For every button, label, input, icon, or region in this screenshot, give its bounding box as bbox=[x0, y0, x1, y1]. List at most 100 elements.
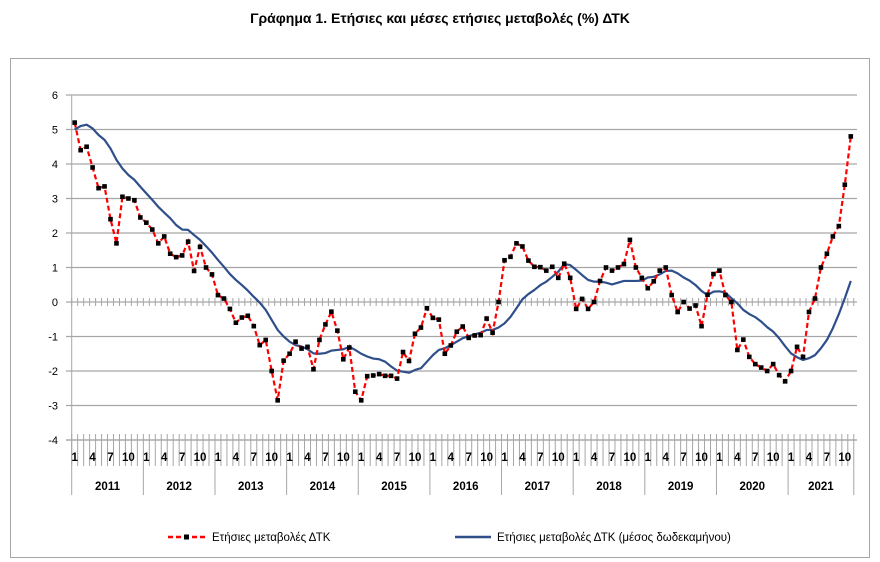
data-point-annual bbox=[436, 317, 442, 322]
data-point-annual bbox=[155, 241, 161, 246]
data-point-annual bbox=[472, 333, 477, 338]
data-point-annual bbox=[460, 324, 466, 329]
x-month-label: 10 bbox=[695, 452, 708, 464]
x-month-label: 1 bbox=[430, 452, 437, 464]
x-year-label: 2014 bbox=[310, 481, 336, 493]
data-point-annual bbox=[430, 315, 436, 321]
x-month-label: 10 bbox=[194, 452, 207, 464]
x-month-label: 7 bbox=[179, 452, 185, 464]
data-point-annual bbox=[544, 268, 549, 273]
data-point-annual bbox=[699, 323, 704, 329]
x-month-label: 7 bbox=[752, 452, 758, 464]
data-point-annual bbox=[96, 185, 101, 191]
series-line-annual bbox=[73, 122, 852, 403]
x-month-label: 4 bbox=[734, 452, 741, 464]
x-month-label: 4 bbox=[376, 452, 383, 464]
data-point-annual bbox=[78, 147, 83, 153]
data-point-annual bbox=[663, 265, 669, 270]
data-point-annual bbox=[352, 389, 358, 394]
data-point-annual bbox=[741, 337, 746, 342]
data-point-annual bbox=[185, 239, 191, 244]
data-point-annual bbox=[335, 328, 340, 333]
data-point-annual bbox=[424, 305, 430, 311]
data-point-annual bbox=[108, 216, 113, 222]
x-month-label: 10 bbox=[552, 452, 565, 464]
gridlines bbox=[66, 94, 857, 465]
x-month-label: 4 bbox=[448, 452, 455, 464]
chart-frame bbox=[10, 58, 870, 558]
x-month-label: 1 bbox=[286, 452, 293, 464]
data-point-annual bbox=[681, 299, 686, 305]
x-month-label: 4 bbox=[519, 452, 526, 464]
x-year-label: 2018 bbox=[596, 481, 622, 493]
x-month-label: 10 bbox=[767, 452, 780, 464]
data-point-annual bbox=[591, 299, 597, 305]
x-year-label: 2017 bbox=[525, 481, 551, 493]
x-month-label: 10 bbox=[480, 452, 493, 464]
x-month-label: 7 bbox=[537, 452, 543, 464]
x-axis: 1 4 7 10 1 4 7 10 1 4 7 10 1 4 7 10 1 4 7 10 1 4 7 10 1 4 7 10 1 4 7 10… bbox=[66, 298, 857, 495]
x-year-label: 2019 bbox=[668, 481, 694, 493]
data-point-annual bbox=[633, 265, 639, 270]
y-tick-label: 3 bbox=[52, 194, 58, 206]
x-month-label: 4 bbox=[663, 452, 670, 464]
data-point-annual bbox=[263, 337, 269, 343]
x-month-label: 1 bbox=[573, 452, 580, 464]
x-month-label: 7 bbox=[322, 452, 328, 464]
x-month-label: 10 bbox=[623, 452, 636, 464]
y-tick-label: 6 bbox=[52, 90, 58, 102]
data-point-annual bbox=[705, 292, 710, 298]
data-point-annual bbox=[555, 275, 561, 281]
data-point-annual bbox=[717, 268, 722, 273]
data-point-annual bbox=[526, 258, 531, 263]
data-point-annual bbox=[609, 268, 615, 273]
data-point-annual bbox=[538, 264, 543, 270]
data-point-annual bbox=[484, 316, 489, 321]
data-point-annual bbox=[418, 325, 424, 330]
data-point-annual bbox=[579, 296, 585, 302]
data-point-annual bbox=[520, 244, 525, 249]
data-point-annual bbox=[370, 373, 376, 378]
data-point-annual bbox=[406, 358, 412, 364]
x-month-label: 4 bbox=[233, 452, 240, 464]
x-month-label: 7 bbox=[680, 452, 686, 464]
data-point-annual bbox=[412, 331, 418, 337]
data-point-annual bbox=[364, 373, 370, 379]
data-point-annual bbox=[818, 265, 824, 270]
data-point-annual bbox=[299, 346, 304, 351]
data-point-annual bbox=[281, 358, 286, 363]
data-point-annual bbox=[341, 356, 346, 362]
data-point-annual bbox=[173, 254, 179, 260]
x-month-label: 1 bbox=[358, 452, 365, 464]
data-point-annual bbox=[549, 264, 555, 270]
x-month-label: 7 bbox=[251, 452, 257, 464]
data-point-annual bbox=[585, 306, 591, 312]
data-point-annual bbox=[746, 354, 752, 360]
data-point-annual bbox=[227, 306, 233, 312]
data-point-annual bbox=[806, 309, 812, 315]
data-point-annual bbox=[812, 296, 818, 301]
x-month-label: 1 bbox=[215, 452, 222, 464]
data-point-annual bbox=[567, 275, 573, 281]
data-point-annual bbox=[764, 368, 770, 374]
x-year-label: 2016 bbox=[453, 481, 479, 493]
data-point-annual bbox=[138, 215, 143, 220]
data-point-annual bbox=[830, 234, 836, 239]
x-year-label: 2015 bbox=[381, 481, 407, 493]
x-month-label: 1 bbox=[143, 452, 150, 464]
data-point-annual bbox=[454, 329, 460, 334]
y-tick-label: 1 bbox=[52, 263, 58, 275]
data-point-annual bbox=[347, 345, 352, 350]
data-point-annual bbox=[639, 275, 645, 281]
data-point-annual bbox=[770, 361, 776, 367]
data-point-annual bbox=[561, 261, 567, 267]
data-point-annual bbox=[752, 361, 758, 367]
x-month-label: 10 bbox=[409, 452, 422, 464]
data-point-annual bbox=[532, 264, 537, 270]
data-point-annual bbox=[84, 144, 89, 150]
x-month-label: 4 bbox=[304, 452, 311, 464]
data-point-annual bbox=[657, 268, 663, 273]
data-point-annual bbox=[603, 265, 609, 270]
data-point-annual bbox=[358, 398, 364, 403]
data-point-annual bbox=[782, 379, 788, 384]
